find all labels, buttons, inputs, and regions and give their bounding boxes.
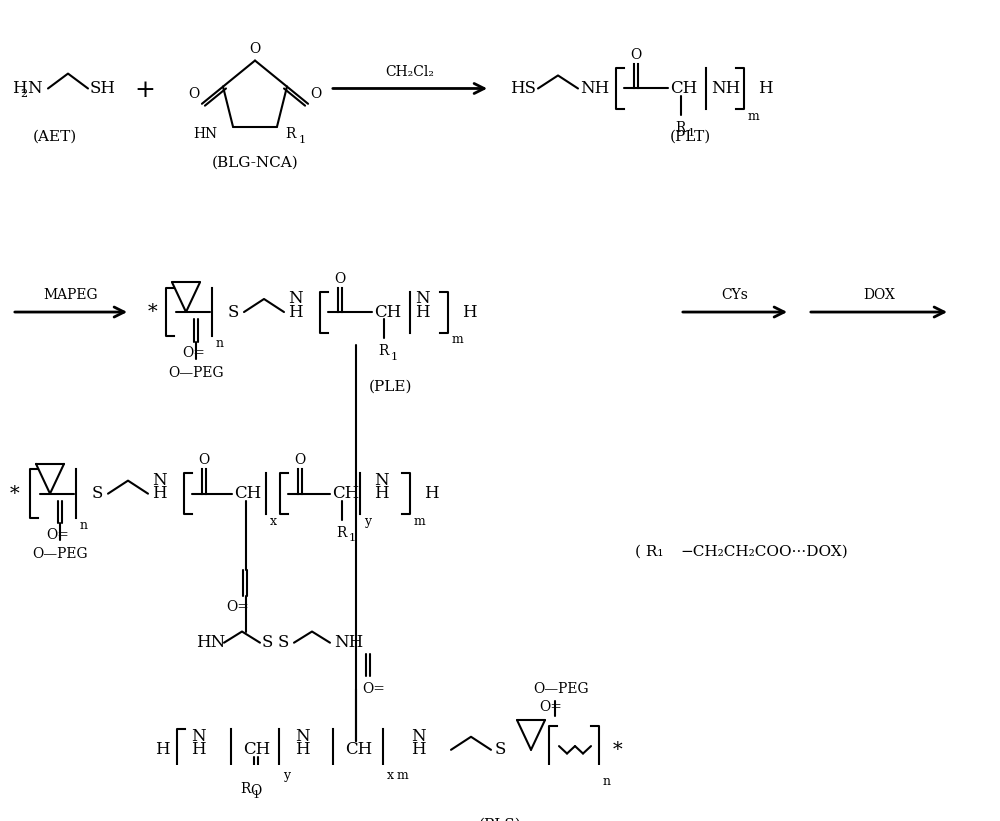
Text: N: N: [411, 728, 426, 745]
Text: O—PEG: O—PEG: [32, 548, 88, 562]
Text: *: *: [10, 484, 20, 502]
Text: HN: HN: [196, 634, 225, 651]
Text: H: H: [462, 304, 477, 320]
Text: CH: CH: [234, 485, 261, 502]
Text: H: H: [411, 741, 426, 759]
Text: n: n: [80, 519, 88, 532]
Text: NH: NH: [711, 80, 740, 97]
Text: +: +: [135, 79, 155, 102]
Text: R: R: [675, 121, 685, 135]
Text: *: *: [148, 303, 158, 321]
Text: x: x: [387, 769, 394, 782]
Text: R: R: [240, 782, 250, 796]
Text: m: m: [452, 333, 464, 346]
Text: 1: 1: [688, 128, 695, 138]
Text: −CH₂CH₂COO···DOX): −CH₂CH₂COO···DOX): [680, 544, 848, 558]
Text: m: m: [397, 769, 409, 782]
Text: N: N: [415, 291, 430, 308]
Text: O—PEG: O—PEG: [168, 365, 224, 379]
Text: HN: HN: [193, 127, 217, 141]
Text: H: H: [155, 741, 170, 759]
Text: N: N: [191, 728, 206, 745]
Text: N: N: [27, 80, 42, 97]
Text: 1: 1: [349, 534, 356, 544]
Text: O=: O=: [182, 346, 205, 360]
Text: (PLE): (PLE): [368, 379, 412, 393]
Text: H: H: [758, 80, 773, 97]
Text: m: m: [748, 110, 760, 123]
Text: DOX: DOX: [863, 288, 895, 302]
Text: CH: CH: [374, 304, 401, 320]
Text: CYs: CYs: [722, 288, 748, 302]
Text: O: O: [630, 48, 642, 62]
Text: O: O: [188, 88, 200, 102]
Text: (PLT): (PLT): [669, 130, 711, 144]
Text: O=: O=: [539, 700, 562, 714]
Text: H: H: [374, 485, 389, 502]
Text: H: H: [12, 80, 27, 97]
Text: O: O: [334, 272, 346, 286]
Text: S: S: [495, 741, 506, 759]
Text: (BLG-NCA): (BLG-NCA): [212, 156, 298, 170]
Text: O: O: [294, 453, 306, 467]
Text: S: S: [262, 634, 273, 651]
Text: MAPEG: MAPEG: [44, 288, 98, 302]
Text: y: y: [283, 769, 290, 782]
Text: O: O: [250, 784, 262, 798]
Text: n: n: [216, 337, 224, 351]
Text: N: N: [288, 291, 303, 308]
Text: N: N: [295, 728, 310, 745]
Text: NH: NH: [334, 634, 363, 651]
Text: ( R₁: ( R₁: [635, 544, 664, 558]
Text: 1: 1: [391, 351, 398, 362]
Text: R: R: [378, 344, 388, 358]
Text: (PLS): (PLS): [479, 818, 521, 821]
Text: O: O: [249, 43, 261, 57]
Text: H: H: [288, 304, 303, 320]
Text: H: H: [415, 304, 430, 320]
Text: 1: 1: [253, 790, 260, 800]
Text: N: N: [374, 472, 389, 489]
Text: O=: O=: [226, 600, 249, 614]
Text: S: S: [278, 634, 289, 651]
Text: y: y: [364, 515, 371, 528]
Text: (AET): (AET): [33, 130, 77, 144]
Text: O: O: [198, 453, 210, 467]
Text: R: R: [336, 525, 346, 539]
Text: H: H: [191, 741, 206, 759]
Text: O: O: [310, 88, 322, 102]
Text: O=: O=: [362, 682, 385, 696]
Text: H: H: [152, 485, 167, 502]
Text: CH: CH: [243, 741, 270, 759]
Text: 1: 1: [299, 135, 306, 144]
Text: H: H: [424, 485, 439, 502]
Text: 2: 2: [20, 89, 27, 99]
Text: CH₂Cl₂: CH₂Cl₂: [386, 65, 434, 79]
Text: SH: SH: [90, 80, 116, 97]
Text: S: S: [92, 485, 103, 502]
Text: HS: HS: [510, 80, 536, 97]
Text: O=: O=: [46, 528, 69, 542]
Text: N: N: [152, 472, 167, 489]
Text: m: m: [414, 515, 426, 528]
Text: NH: NH: [580, 80, 609, 97]
Text: R: R: [285, 127, 295, 141]
Text: x: x: [270, 515, 277, 528]
Text: S: S: [228, 304, 239, 320]
Text: n: n: [603, 775, 611, 788]
Text: H: H: [295, 741, 310, 759]
Text: CH: CH: [332, 485, 359, 502]
Text: CH: CH: [345, 741, 372, 759]
Text: CH: CH: [670, 80, 697, 97]
Text: *: *: [613, 741, 623, 759]
Text: O—PEG: O—PEG: [533, 682, 589, 696]
